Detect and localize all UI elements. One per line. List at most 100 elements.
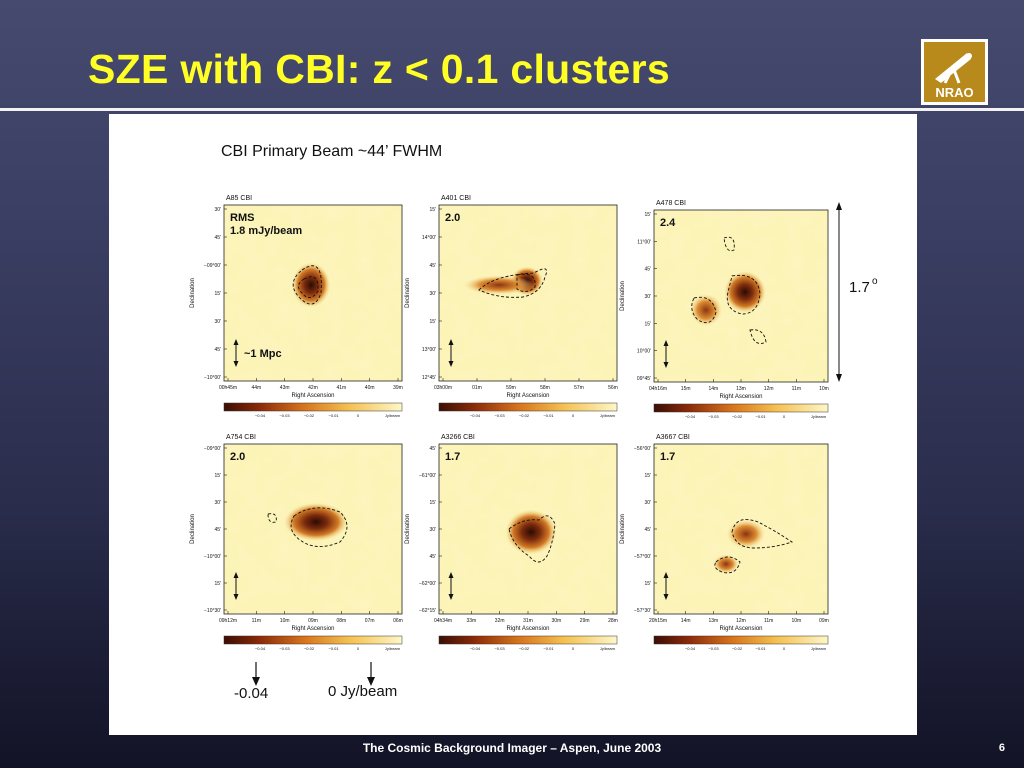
colorbar-tick-label: −0.04 (470, 646, 481, 651)
colorbar-tick-label: −0.04 (685, 646, 696, 651)
colorbar-unit: Jy/beam (600, 646, 616, 651)
y-tick-label: −10°30' (204, 608, 221, 614)
y-tick-label: 45' (429, 554, 436, 560)
colorbar-tick-label: 0 (783, 414, 786, 419)
scale-arrow-up-icon (448, 339, 454, 345)
contour-level: 2.0 (445, 212, 460, 224)
x-tick-label: 14m (681, 618, 691, 624)
x-tick-label: 04h34m (434, 618, 452, 624)
contour-line (723, 236, 735, 252)
colorbar-tick-label: −0.03 (279, 413, 290, 418)
x-tick-label: 11m (252, 618, 261, 624)
colorbar (653, 403, 829, 413)
y-tick-label: −62°15' (419, 608, 436, 614)
contour-line (478, 268, 548, 298)
colorbar-tick-label: −0.01 (543, 646, 554, 651)
scale-arrow-down-icon (448, 361, 454, 367)
y-tick-label: 15' (429, 500, 436, 506)
panel-label: A85 CBI (226, 195, 252, 202)
colorbar-tick-label: −0.01 (755, 646, 766, 651)
sz-decrement (463, 275, 535, 295)
contour-line (516, 273, 536, 292)
x-tick-label: 31m (523, 618, 533, 624)
figure-header: CBI Primary Beam ~44’ FWHM (221, 143, 442, 160)
x-tick-label: 10m (791, 618, 801, 624)
x-tick-label: 28m (608, 618, 618, 624)
colorbar-tick-label: −0.02 (519, 646, 530, 651)
x-tick-label: 09m (819, 618, 829, 624)
x-tick-label: 13m (736, 386, 746, 392)
title-divider (0, 108, 1024, 111)
y-tick-label: 30' (429, 291, 436, 297)
x-axis-title: Right Ascension (506, 626, 549, 632)
arrow-down-icon (252, 677, 260, 686)
size-label: 1.7 (849, 279, 870, 296)
sz-decrement (505, 509, 557, 555)
y-tick-label: 30' (214, 500, 221, 506)
x-tick-label: 04h16m (649, 386, 667, 392)
x-tick-label: 11m (792, 386, 801, 392)
size-arrow-down-icon (836, 374, 842, 382)
contour-line (298, 276, 319, 298)
contour-line (508, 515, 556, 563)
colorbar-tick-label: −0.02 (304, 413, 315, 418)
contour-level: 1.7 (445, 451, 460, 463)
x-tick-label: 32m (495, 618, 505, 624)
y-tick-label: 30' (644, 294, 651, 300)
cluster-map-panel: A3667 CBI 1.7 −56°00' 15' 30' 45' −57°00' 15' −5… (620, 434, 829, 651)
x-tick-label: 03h00m (434, 385, 452, 391)
x-tick-label: 20h15m (649, 618, 667, 624)
cluster-map-panel: A3266 CBI 1.7 45' −61°00' 15' 30' 45' −62°00' −6… (405, 434, 618, 651)
cluster-map-panel: A754 CBI 2.0 −09°00' 15' 30' 45' −10°00' 15' −10… (190, 434, 403, 651)
colorbar-unit: Jy/beam (811, 646, 827, 651)
y-tick-label: 30' (644, 500, 651, 506)
cluster-map-panel: A401 CBI 2.0 15' 14°00' 45' 30' 15' 13°00' 12°45… (405, 195, 618, 418)
y-tick-label: 30' (214, 319, 221, 325)
y-tick-label: 09°45' (637, 376, 651, 382)
scale-arrow-down-icon (663, 594, 669, 600)
contour-level: 2.4 (660, 217, 676, 229)
sz-decrement (284, 502, 348, 542)
x-tick-label: 30m (551, 618, 561, 624)
y-tick-label: −57°30' (634, 608, 651, 614)
panel-label: A3266 CBI (441, 434, 475, 441)
contour-rms: 1.8 mJy/beam (230, 225, 302, 237)
cluster-map-panel: A478 CBI 2.4 15' 11°00' 45' 30' 15' 10°00' 09°45… (620, 200, 829, 419)
x-axis-title: Right Ascension (719, 626, 762, 632)
colorbar (438, 635, 618, 645)
figure-panel: CBI Primary Beam ~44’ FWHM A85 CBI RMS 1.8… (109, 114, 917, 735)
x-tick-label: 57m (574, 385, 584, 391)
y-tick-label: −62°00' (419, 581, 436, 587)
x-axis-title: Right Ascension (719, 394, 762, 400)
x-tick-label: 10m (819, 386, 829, 392)
y-tick-label: 13°00' (422, 347, 436, 353)
telescope-icon (935, 53, 972, 84)
panel-label: A401 CBI (441, 195, 471, 202)
y-tick-label: 45' (429, 446, 436, 452)
contour-line (714, 556, 741, 574)
y-axis-title: Declination (190, 514, 196, 544)
colorbar-tick-label: −0.03 (494, 646, 505, 651)
colorbar-max-label: 0 Jy/beam (328, 683, 397, 700)
colorbar-tick-label: −0.02 (519, 413, 530, 418)
colorbar-tick-label: −0.02 (732, 646, 743, 651)
colorbar-unit: Jy/beam (385, 413, 401, 418)
x-tick-label: 33m (466, 618, 476, 624)
page-number: 6 (998, 742, 1005, 754)
y-tick-label: 11°00' (637, 239, 651, 245)
scale-arrow-up-icon (233, 339, 239, 345)
colorbar-tick-label: −0.04 (255, 413, 266, 418)
colorbar-tick-label: 0 (783, 646, 786, 651)
y-tick-label: 12°45' (422, 375, 436, 381)
contour-level: RMS (230, 212, 254, 224)
colorbar-tick-label: −0.02 (304, 646, 315, 651)
y-tick-label: 45' (429, 263, 436, 269)
contour-line (749, 329, 767, 344)
colorbar-tick-label: −0.01 (328, 646, 339, 651)
y-axis-title: Declination (405, 514, 411, 544)
contour-line (290, 507, 348, 547)
colorbar-tick-label: 0 (572, 646, 575, 651)
y-tick-label: 15' (644, 473, 651, 479)
x-tick-label: 58m (540, 385, 550, 391)
